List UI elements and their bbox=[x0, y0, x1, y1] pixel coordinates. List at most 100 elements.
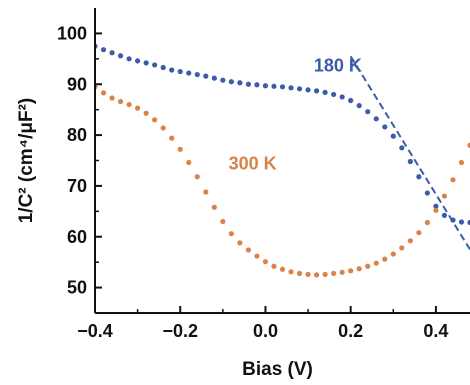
data-point-180k bbox=[228, 79, 234, 85]
data-point-180k bbox=[254, 82, 260, 88]
data-point-300k bbox=[356, 266, 362, 272]
data-point-180k bbox=[356, 103, 362, 109]
data-point-180k bbox=[126, 56, 132, 62]
linear-fit-line bbox=[349, 55, 470, 250]
data-point-300k bbox=[143, 110, 149, 116]
data-point-180k bbox=[194, 71, 200, 78]
data-point-300k bbox=[390, 251, 396, 257]
data-point-300k bbox=[305, 271, 311, 277]
data-point-180k bbox=[467, 219, 470, 226]
data-point-180k bbox=[407, 158, 413, 165]
y-tick-label: 80 bbox=[67, 125, 87, 145]
data-point-300k bbox=[100, 90, 107, 96]
data-point-300k bbox=[407, 238, 413, 244]
data-point-180k bbox=[271, 83, 277, 89]
data-point-180k bbox=[279, 84, 286, 90]
y-tick-label: 60 bbox=[67, 227, 87, 247]
x-tick-label: 0.2 bbox=[338, 321, 363, 341]
x-tick-label: 0.4 bbox=[423, 321, 448, 341]
x-tick-label: −0.4 bbox=[77, 321, 113, 341]
data-point-180k bbox=[203, 73, 209, 79]
axes bbox=[94, 8, 470, 314]
series-label: 180 K bbox=[314, 56, 362, 76]
data-point-180k bbox=[373, 116, 379, 122]
data-point-180k bbox=[331, 91, 337, 98]
data-point-300k bbox=[373, 260, 379, 266]
data-point-180k bbox=[441, 212, 448, 218]
y-tick-label: 90 bbox=[67, 74, 87, 94]
data-point-300k bbox=[339, 269, 345, 275]
data-point-180k bbox=[262, 83, 269, 89]
data-point-300k bbox=[237, 240, 243, 246]
data-point-300k bbox=[382, 256, 388, 262]
data-marks bbox=[95, 43, 470, 278]
data-point-180k bbox=[399, 145, 405, 151]
data-point-300k bbox=[220, 218, 226, 225]
data-point-180k bbox=[322, 89, 328, 95]
data-point-300k bbox=[186, 159, 192, 166]
data-point-180k bbox=[186, 70, 192, 76]
y-tick-label: 70 bbox=[67, 176, 87, 196]
data-point-180k bbox=[237, 80, 243, 86]
data-point-180k bbox=[382, 124, 388, 130]
y-tick-label: 50 bbox=[67, 278, 87, 298]
data-point-180k bbox=[135, 58, 141, 64]
data-point-300k bbox=[279, 266, 286, 272]
data-point-180k bbox=[100, 47, 107, 53]
data-point-180k bbox=[152, 62, 158, 68]
data-point-300k bbox=[254, 253, 260, 259]
series-label: 300 K bbox=[229, 154, 277, 174]
data-point-300k bbox=[441, 193, 448, 199]
data-point-180k bbox=[117, 53, 124, 59]
data-point-300k bbox=[109, 95, 115, 101]
data-point-300k bbox=[117, 98, 124, 105]
data-point-300k bbox=[160, 125, 166, 131]
data-point-300k bbox=[467, 142, 470, 148]
data-point-180k bbox=[211, 75, 217, 81]
y-axis-title: 1/C² (cm⁴/μF²) bbox=[16, 98, 37, 224]
data-point-180k bbox=[245, 81, 252, 87]
data-point-300k bbox=[450, 177, 456, 183]
data-point-300k bbox=[169, 135, 175, 141]
data-point-300k bbox=[416, 230, 422, 236]
data-point-300k bbox=[458, 159, 465, 166]
data-point-300k bbox=[126, 101, 132, 108]
data-point-180k bbox=[458, 219, 465, 225]
data-point-300k bbox=[211, 204, 217, 210]
data-point-180k bbox=[339, 94, 345, 100]
data-point-180k bbox=[313, 88, 320, 94]
data-point-300k bbox=[194, 174, 200, 180]
data-point-180k bbox=[450, 217, 456, 223]
data-point-180k bbox=[416, 174, 422, 180]
data-point-300k bbox=[365, 263, 371, 269]
data-point-180k bbox=[109, 50, 115, 56]
data-point-180k bbox=[348, 97, 354, 104]
data-point-300k bbox=[177, 146, 183, 152]
x-axis-title: Bias (V) bbox=[242, 359, 313, 380]
data-point-180k bbox=[220, 77, 226, 83]
labels: −0.4 −0.2 0.0 0.2 0.4 50 60 70 80 90 100 Bias (V) 1/… bbox=[16, 23, 448, 380]
data-point-180k bbox=[177, 68, 183, 75]
data-point-300k bbox=[262, 259, 269, 265]
data-point-180k bbox=[424, 190, 430, 196]
data-point-180k bbox=[143, 60, 149, 66]
data-point-180k bbox=[433, 203, 439, 209]
data-point-300k bbox=[424, 219, 430, 226]
data-point-300k bbox=[313, 272, 320, 278]
data-point-300k bbox=[228, 231, 234, 237]
data-point-180k bbox=[160, 64, 166, 71]
data-point-300k bbox=[399, 245, 405, 251]
data-point-300k bbox=[322, 271, 328, 277]
data-point-180k bbox=[390, 133, 396, 139]
data-point-180k bbox=[169, 67, 175, 73]
data-point-300k bbox=[152, 117, 158, 123]
data-point-300k bbox=[135, 105, 141, 111]
y-tick-label: 100 bbox=[57, 23, 87, 43]
data-point-300k bbox=[245, 247, 252, 253]
data-point-180k bbox=[296, 86, 303, 92]
data-point-300k bbox=[203, 189, 209, 195]
x-tick-label: −0.2 bbox=[162, 321, 198, 341]
data-point-180k bbox=[305, 87, 311, 93]
data-point-300k bbox=[433, 207, 439, 213]
